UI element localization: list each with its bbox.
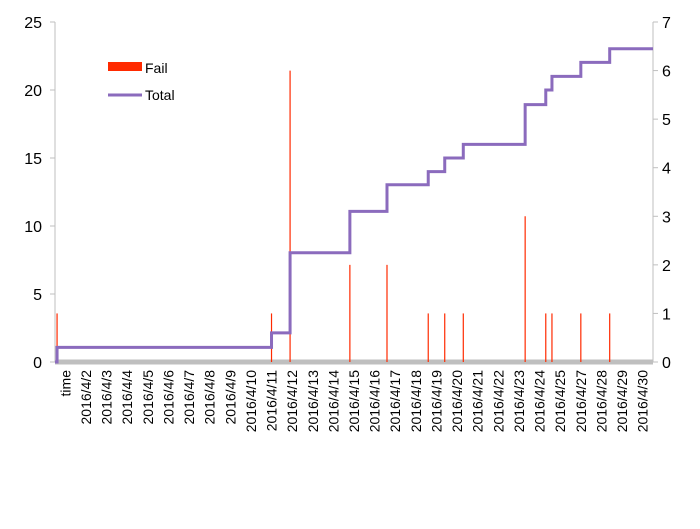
left-tick-label: 5 [33, 287, 42, 304]
x-tick-label: 2016/4/10 [243, 370, 259, 432]
x-tick-label: 2016/4/28 [593, 370, 609, 432]
x-tick-label: 2016/4/20 [449, 370, 465, 432]
legend-total-label: Total [145, 87, 175, 103]
x-tick-label: 2016/4/11 [264, 370, 280, 431]
right-tick-label: 0 [662, 355, 671, 372]
right-tick-label: 6 [662, 64, 671, 81]
x-tick-label: 2016/4/14 [325, 370, 341, 432]
left-tick-label: 10 [24, 219, 42, 236]
x-tick-label: 2016/4/2 [78, 370, 94, 425]
x-tick-label: 2016/4/21 [470, 370, 486, 432]
total-line [55, 47, 653, 364]
x-tick-label: 2016/4/8 [202, 370, 218, 425]
x-tick-label: 2016/4/12 [284, 370, 300, 432]
x-tick-label: 2016/4/4 [119, 370, 135, 425]
x-tick-label: 2016/4/24 [532, 370, 548, 432]
x-tick-label: 2016/4/30 [635, 370, 651, 432]
right-tick-label: 4 [662, 161, 671, 178]
x-tick-label: 2016/4/29 [614, 370, 630, 432]
legend: Fail Total [108, 60, 175, 103]
x-tick-label: 2016/4/22 [490, 370, 506, 432]
right-tick-label: 7 [662, 15, 671, 32]
x-tick-label: 2016/4/13 [305, 370, 321, 432]
left-tick-label: 0 [33, 355, 42, 372]
left-tick-label: 20 [24, 83, 42, 100]
x-tick-label: 2016/4/18 [408, 370, 424, 432]
x-tick-label: 2016/4/25 [552, 370, 568, 432]
x-tick-label: time [57, 370, 73, 397]
legend-fail-swatch [108, 62, 142, 71]
x-tick-label: 2016/4/7 [181, 370, 197, 425]
legend-fail-label: Fail [145, 60, 168, 76]
left-tick-label: 15 [24, 151, 42, 168]
right-tick-label: 5 [662, 112, 671, 129]
right-tick-label: 2 [662, 258, 671, 275]
x-tick-label: 2016/4/19 [428, 370, 444, 432]
right-tick-label: 3 [662, 209, 671, 226]
total-series [55, 47, 653, 364]
fail-series [56, 70, 611, 362]
left-tick-label: 25 [24, 15, 42, 32]
x-tick-label: 2016/4/9 [222, 370, 238, 425]
right-tick-label: 1 [662, 306, 671, 323]
x-tick-label: 2016/4/6 [160, 370, 176, 425]
x-tick-label: 2016/4/5 [140, 370, 156, 425]
x-tick-label: 2016/4/16 [367, 370, 383, 432]
x-tick-label: 2016/4/3 [99, 370, 115, 425]
x-tick-label: 2016/4/23 [511, 370, 527, 432]
x-tick-label: 2016/4/27 [573, 370, 589, 432]
x-tick-label: 2016/4/17 [387, 370, 403, 432]
x-tick-label: 2016/4/15 [346, 370, 362, 432]
